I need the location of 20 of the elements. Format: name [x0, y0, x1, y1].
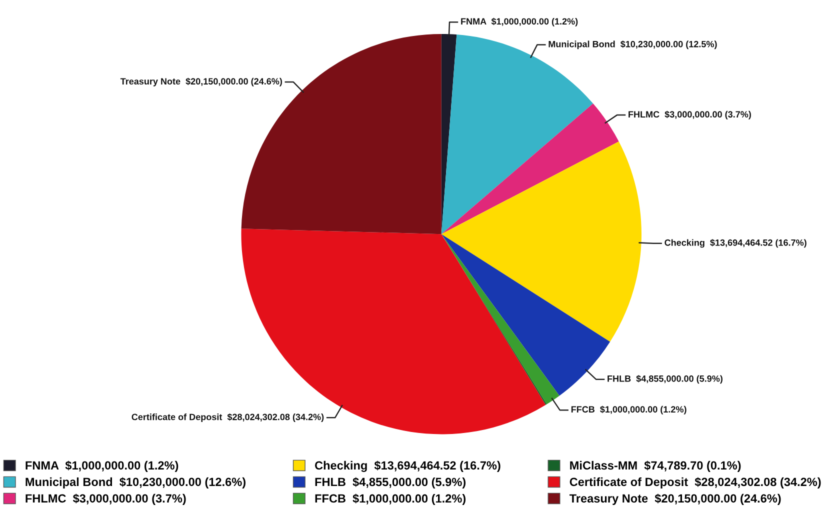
legend-label: FNMA $1,000,000.00 (1.2%) — [26, 460, 178, 472]
data-label: FHLMC $3,000,000.00 (3.7%) — [628, 110, 751, 120]
pie-slice — [441, 142, 642, 342]
legend-label: Checking $13,694,464.52 (16.7%) — [315, 460, 500, 472]
data-label: Certificate of Deposit $28,024,302.08 (34.2%) — [132, 413, 324, 422]
data-label: FNMA $1,000,000.00 (1.2%) — [461, 18, 578, 26]
data-label: FFCB $1,000,000.00 (1.2%) — [571, 406, 686, 414]
data-label: Checking $13,694,464.52 (16.7%) — [664, 239, 806, 248]
data-label: Treasury Note $20,150,000.00 (24.6%) — [120, 78, 282, 86]
legend-label: MiClass-MM $74,789.70 (0.1%) — [570, 460, 741, 472]
pie-slice — [441, 104, 619, 234]
pie-slice — [441, 34, 594, 234]
data-label: FHLB $4,855,000.00 (5.9%) — [608, 375, 722, 384]
legend-label: Certificate of Deposit $28,024,302.08 (34.2%) — [570, 477, 821, 488]
data-label: Municipal Bond $10,230,000.00 (12.5%) — [548, 40, 717, 50]
legend-label: FHLMC $3,000,000.00 (3.7%) — [26, 494, 186, 505]
legend-label: Municipal Bond $10,230,000.00 (12.6%) — [26, 477, 246, 488]
legend-label: FHLB $4,855,000.00 (5.9%) — [315, 477, 466, 488]
legend-label: FFCB $1,000,000.00 (1.2%) — [315, 494, 466, 505]
legend-label: Treasury Note $20,150,000.00 (24.6%) — [569, 494, 781, 505]
